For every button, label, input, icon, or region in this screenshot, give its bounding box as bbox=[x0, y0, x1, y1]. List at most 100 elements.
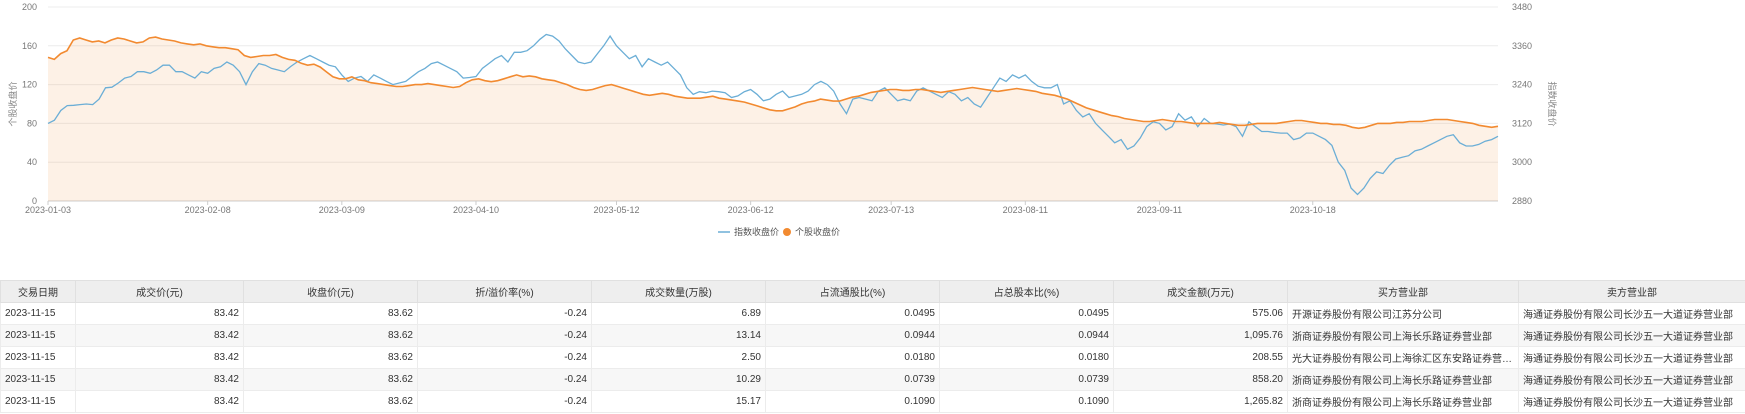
cell-premium-rate: -0.24 bbox=[417, 302, 592, 325]
cell-close-price: 83.62 bbox=[243, 302, 418, 325]
x-tick-label: 2023-07-13 bbox=[868, 205, 914, 215]
cell-buyer[interactable]: 开源证券股份有限公司江苏分公司 bbox=[1287, 302, 1519, 325]
x-tick-label: 2023-02-08 bbox=[185, 205, 231, 215]
cell-float-share-ratio: 0.0739 bbox=[765, 368, 940, 391]
table-body: 2023-11-15 83.42 83.62 -0.24 6.89 0.0495 0.049… bbox=[0, 302, 1745, 413]
x-tick-label: 2023-10-18 bbox=[1290, 205, 1336, 215]
cell-total-share-ratio: 0.0180 bbox=[939, 346, 1114, 369]
y-right-tick-label: 3120 bbox=[1512, 118, 1532, 128]
y-left-tick-label: 160 bbox=[22, 41, 37, 51]
cell-buyer[interactable]: 浙商证券股份有限公司上海长乐路证券营业部 bbox=[1287, 324, 1519, 347]
y-right-axis-title: 指数收盘价 bbox=[1547, 81, 1558, 126]
legend-stock-swatch bbox=[783, 228, 791, 236]
y-left-tick-label: 80 bbox=[27, 118, 37, 128]
col-header-trade-price[interactable]: 成交价(元) bbox=[75, 280, 244, 303]
chart-svg: 0 40 80 120 160 200 2880 3000 3120 3240 3360 3480 20… bbox=[7, 2, 1558, 237]
col-header-volume[interactable]: 成交数量(万股) bbox=[591, 280, 766, 303]
table-header-row: 交易日期 成交价(元) 收盘价(元) 折/溢价率(%) 成交数量(万股) 占流通… bbox=[0, 280, 1745, 303]
cell-seller[interactable]: 海通证券股份有限公司长沙五一大道证券营业部 bbox=[1518, 346, 1745, 369]
x-tick-label: 2023-09-11 bbox=[1137, 205, 1182, 215]
cell-seller[interactable]: 海通证券股份有限公司长沙五一大道证券营业部 bbox=[1518, 368, 1745, 391]
cell-date: 2023-11-15 bbox=[0, 346, 76, 369]
cell-date: 2023-11-15 bbox=[0, 302, 76, 325]
cell-total-share-ratio: 0.0944 bbox=[939, 324, 1114, 347]
cell-premium-rate: -0.24 bbox=[417, 368, 592, 391]
cell-volume: 15.17 bbox=[591, 390, 766, 413]
y-left-tick-label: 120 bbox=[22, 80, 37, 90]
x-tick-label: 2023-05-12 bbox=[593, 205, 639, 215]
cell-total-share-ratio: 0.0495 bbox=[939, 302, 1114, 325]
cell-float-share-ratio: 0.0180 bbox=[765, 346, 940, 369]
cell-date: 2023-11-15 bbox=[0, 390, 76, 413]
cell-premium-rate: -0.24 bbox=[417, 346, 592, 369]
x-tick-label: 2023-03-09 bbox=[319, 205, 365, 215]
y-right-tick-label: 3360 bbox=[1512, 41, 1532, 51]
y-right-tick-label: 3480 bbox=[1512, 2, 1532, 12]
cell-amount: 575.06 bbox=[1113, 302, 1288, 325]
cell-buyer[interactable]: 浙商证券股份有限公司上海长乐路证券营业部 bbox=[1287, 390, 1519, 413]
cell-float-share-ratio: 0.1090 bbox=[765, 390, 940, 413]
y-right-tick-label: 3240 bbox=[1512, 80, 1532, 90]
x-tick-label: 2023-08-11 bbox=[1003, 205, 1048, 215]
table-row: 2023-11-15 83.42 83.62 -0.24 6.89 0.0495 0.049… bbox=[0, 302, 1745, 325]
block-trade-table: 交易日期 成交价(元) 收盘价(元) 折/溢价率(%) 成交数量(万股) 占流通… bbox=[0, 280, 1745, 413]
y-right-tick-label: 3000 bbox=[1512, 157, 1532, 167]
cell-seller[interactable]: 海通证券股份有限公司长沙五一大道证券营业部 bbox=[1518, 324, 1745, 347]
x-tick-label: 2023-04-10 bbox=[453, 205, 499, 215]
index-price-line bbox=[47, 33, 1499, 196]
cell-seller[interactable]: 海通证券股份有限公司长沙五一大道证券营业部 bbox=[1518, 302, 1745, 325]
cell-volume: 6.89 bbox=[591, 302, 766, 325]
y-left-tick-label: 0 bbox=[32, 196, 37, 206]
y-left-tick-label: 200 bbox=[22, 2, 37, 12]
cell-trade-price: 83.42 bbox=[75, 368, 244, 391]
cell-premium-rate: -0.24 bbox=[417, 324, 592, 347]
cell-buyer[interactable]: 浙商证券股份有限公司上海长乐路证券营业部 bbox=[1287, 368, 1519, 391]
cell-trade-price: 83.42 bbox=[75, 346, 244, 369]
table-row: 2023-11-15 83.42 83.62 -0.24 10.29 0.0739 0.07… bbox=[0, 368, 1745, 391]
x-tick-label: 2023-06-12 bbox=[728, 205, 774, 215]
cell-float-share-ratio: 0.0944 bbox=[765, 324, 940, 347]
cell-amount: 208.55 bbox=[1113, 346, 1288, 369]
y-right-tick-label: 2880 bbox=[1512, 196, 1532, 206]
y-left-axis-title: 个股收盘价 bbox=[7, 81, 18, 126]
cell-volume: 13.14 bbox=[591, 324, 766, 347]
col-header-amount[interactable]: 成交金额(万元) bbox=[1113, 280, 1288, 303]
table-row: 2023-11-15 83.42 83.62 -0.24 2.50 0.0180 0.018… bbox=[0, 346, 1745, 369]
cell-premium-rate: -0.24 bbox=[417, 390, 592, 413]
cell-close-price: 83.62 bbox=[243, 346, 418, 369]
table-row: 2023-11-15 83.42 83.62 -0.24 13.14 0.0944 0.09… bbox=[0, 324, 1745, 347]
cell-seller[interactable]: 海通证券股份有限公司长沙五一大道证券营业部 bbox=[1518, 390, 1745, 413]
y-left-tick-label: 40 bbox=[27, 157, 37, 167]
stock-price-area bbox=[48, 37, 1498, 201]
cell-volume: 10.29 bbox=[591, 368, 766, 391]
cell-trade-price: 83.42 bbox=[75, 324, 244, 347]
cell-volume: 2.50 bbox=[591, 346, 766, 369]
col-header-seller[interactable]: 卖方营业部 bbox=[1518, 280, 1745, 303]
col-header-buyer[interactable]: 买方营业部 bbox=[1287, 280, 1519, 303]
cell-buyer[interactable]: 光大证券股份有限公司上海徐汇区东安路证券营业部 bbox=[1287, 346, 1519, 369]
legend-stock-label: 个股收盘价 bbox=[795, 226, 840, 237]
cell-total-share-ratio: 0.0739 bbox=[939, 368, 1114, 391]
cell-trade-price: 83.42 bbox=[75, 302, 244, 325]
cell-amount: 1,265.82 bbox=[1113, 390, 1288, 413]
col-header-close-price[interactable]: 收盘价(元) bbox=[243, 280, 418, 303]
cell-close-price: 83.62 bbox=[243, 324, 418, 347]
col-header-premium-rate[interactable]: 折/溢价率(%) bbox=[417, 280, 592, 303]
cell-close-price: 83.62 bbox=[243, 390, 418, 413]
cell-total-share-ratio: 0.1090 bbox=[939, 390, 1114, 413]
cell-amount: 858.20 bbox=[1113, 368, 1288, 391]
cell-date: 2023-11-15 bbox=[0, 368, 76, 391]
cell-amount: 1,095.76 bbox=[1113, 324, 1288, 347]
cell-close-price: 83.62 bbox=[243, 368, 418, 391]
stock-price-line bbox=[47, 36, 1499, 130]
col-header-float-share-ratio[interactable]: 占流通股比(%) bbox=[765, 280, 940, 303]
col-header-total-share-ratio[interactable]: 占总股本比(%) bbox=[939, 280, 1114, 303]
legend-index-label: 指数收盘价 bbox=[734, 226, 779, 237]
price-chart: 0 40 80 120 160 200 2880 3000 3120 3240 3360 3480 20… bbox=[7, 2, 1558, 237]
col-header-date[interactable]: 交易日期 bbox=[0, 280, 76, 303]
x-tick-label: 2023-01-03 bbox=[25, 205, 71, 215]
cell-trade-price: 83.42 bbox=[75, 390, 244, 413]
cell-float-share-ratio: 0.0495 bbox=[765, 302, 940, 325]
table-row: 2023-11-15 83.42 83.62 -0.24 15.17 0.1090 0.10… bbox=[0, 390, 1745, 413]
cell-date: 2023-11-15 bbox=[0, 324, 76, 347]
